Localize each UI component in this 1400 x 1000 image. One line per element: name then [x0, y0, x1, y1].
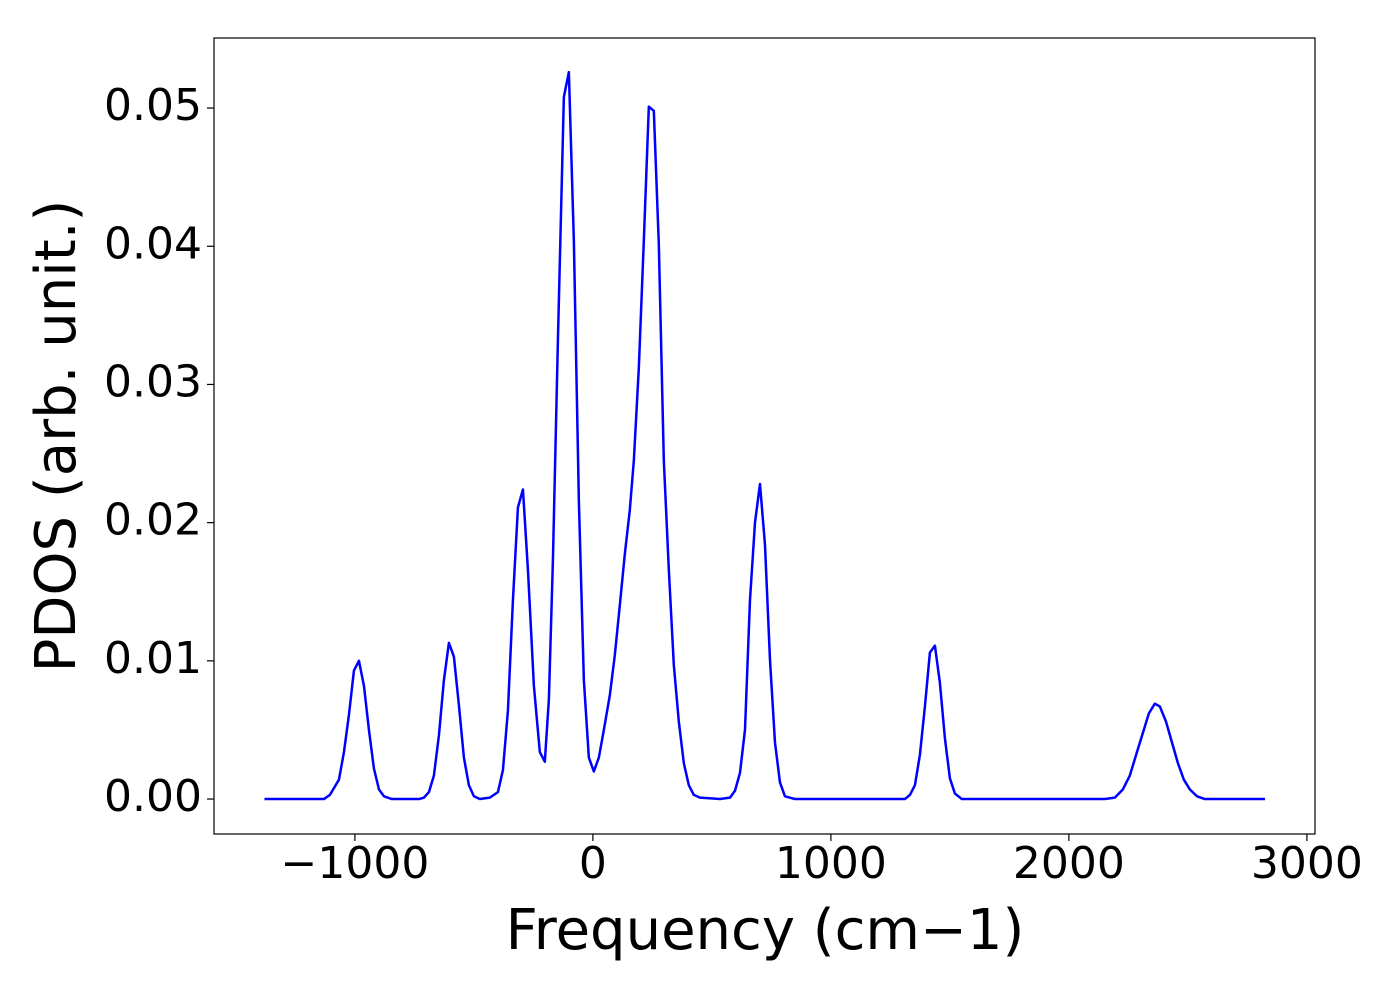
x-tick-label: −1000 — [280, 838, 429, 889]
y-tick-label: 0.00 — [104, 771, 202, 822]
x-tick-label: 3000 — [1251, 838, 1363, 889]
pdos-line — [264, 70, 1266, 801]
y-tick-label: 0.03 — [104, 356, 202, 407]
x-tick-label: 1000 — [775, 838, 887, 889]
x-tick-label: 0 — [579, 838, 607, 889]
x-tick-label: 2000 — [1013, 838, 1125, 889]
y-tick-label: 0.05 — [104, 80, 202, 131]
y-tick-label: 0.04 — [104, 218, 202, 269]
plot-frame — [213, 37, 1316, 835]
y-tick-label: 0.02 — [104, 495, 202, 546]
x-axis-label: Frequency (cm−1) — [506, 898, 1025, 963]
y-axis-label: PDOS (arb. unit.) — [24, 200, 89, 673]
y-tick-label: 0.01 — [104, 633, 202, 684]
